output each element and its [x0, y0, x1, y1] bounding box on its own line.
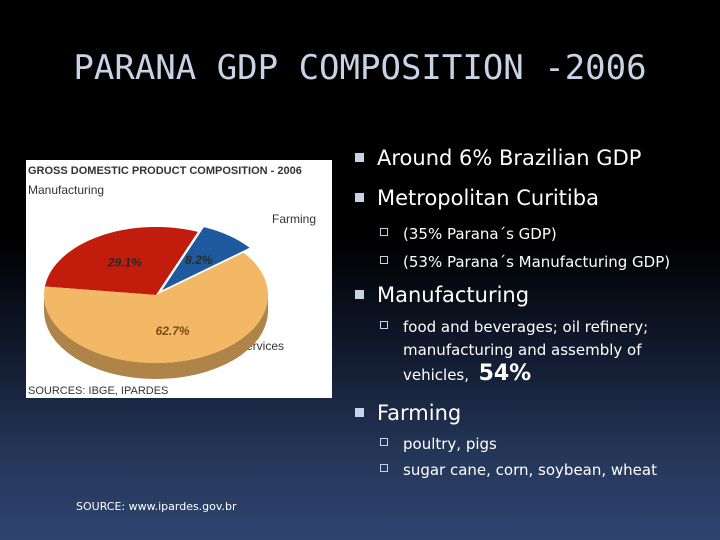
sub-bullet-icon: [380, 464, 388, 472]
pie-slice-services: [44, 252, 269, 364]
pie-slice-manufacturing: [44, 226, 198, 295]
industries-line-2: manufacturing and assembly of: [403, 341, 642, 359]
bullet-text: Farming: [377, 401, 462, 425]
sub-bullet-text: (35% Parana´s GDP): [403, 225, 557, 243]
sub-bullet-icon: [380, 256, 388, 264]
sub-bullet-icon: [380, 321, 388, 329]
industries-line-3: vehicles,: [403, 366, 470, 384]
slide-title: PARANA GDP COMPOSITION -2006: [73, 48, 647, 88]
bullet-square-icon: [355, 153, 364, 162]
industries-line-1: food and beverages; oil refinery;: [403, 318, 649, 336]
chart-source: SOURCES: IBGE, IPARDES: [28, 385, 168, 397]
source-note: SOURCE: www.ipardes.gov.br: [76, 500, 237, 513]
sub-bullet-icon: [380, 228, 388, 236]
bullet-square-icon: [355, 193, 364, 202]
bullet-text: Metropolitan Curitiba: [377, 186, 599, 210]
sub-bullet-text: food and beverages; oil refinery; manufa…: [403, 316, 648, 387]
pie-slice-farming: [162, 227, 250, 291]
legend-label-farming: Farming: [272, 212, 316, 226]
legend-label-manufacturing: Manufacturing: [28, 183, 104, 197]
pie-value-label-manufacturing: 29.1%: [107, 256, 142, 270]
bullet-square-icon: [355, 408, 364, 417]
industries-share: 54%: [478, 361, 532, 386]
bullet-text: Around 6% Brazilian GDP: [377, 146, 642, 170]
chart-title: GROSS DOMESTIC PRODUCT COMPOSITION - 200…: [28, 165, 302, 177]
pie-value-label-services: 62.7%: [156, 324, 190, 338]
pie-wall-services: [44, 293, 268, 379]
pie-value-label-farming: 8.2%: [185, 253, 213, 267]
sub-bullet-text: (53% Parana´s Manufacturing GDP): [403, 253, 671, 271]
bullet-text: Manufacturing: [377, 283, 530, 307]
gdp-pie-chart: GROSS DOMESTIC PRODUCT COMPOSITION - 200…: [26, 160, 332, 398]
sub-bullet-icon: [380, 438, 388, 446]
sub-bullet-text: sugar cane, corn, soybean, wheat: [403, 461, 657, 479]
sub-bullet-text: poultry, pigs: [403, 435, 497, 453]
bullet-square-icon: [355, 290, 364, 299]
